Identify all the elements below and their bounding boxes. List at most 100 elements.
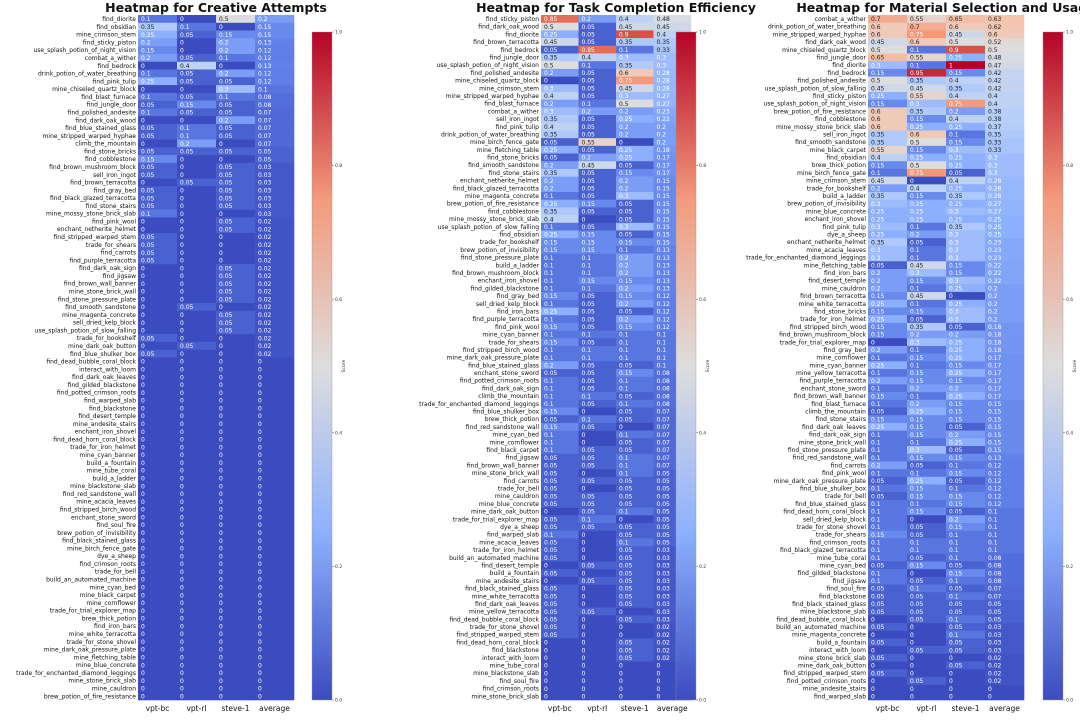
heatmap-cell (578, 576, 617, 585)
heatmap-cell (255, 474, 295, 483)
cell-value: 0.1 (871, 401, 881, 408)
heatmap-cell (907, 176, 947, 185)
heatmap-cell (946, 646, 986, 655)
cell-value: 0.08 (657, 386, 671, 393)
row-label: find_gilded_blackstone (798, 570, 867, 577)
heatmap-cell (616, 91, 654, 100)
heatmap-cell (216, 513, 256, 522)
heatmap-cell (616, 492, 654, 501)
heatmap-cell (868, 261, 908, 270)
heatmap-cell (907, 253, 947, 262)
cell-value: 0.03 (258, 211, 272, 218)
cell-value: 0.05 (544, 601, 558, 608)
cell-value: 0 (219, 678, 223, 685)
cell-value: 0.02 (258, 328, 272, 335)
heatmap-cell (138, 536, 178, 545)
row-label: find_stone_bricks (814, 308, 866, 315)
cell-value: 0 (219, 608, 223, 615)
heatmap-cell (541, 145, 579, 154)
heatmap-cell (216, 559, 256, 568)
heatmap-cell (653, 299, 692, 308)
heatmap-cell (541, 507, 579, 516)
heatmap-cell (541, 407, 579, 416)
heatmap-cell (653, 692, 692, 701)
cell-value: 0.03 (657, 563, 671, 570)
cell-value: 0 (258, 413, 262, 420)
cell-value: 0.35 (871, 132, 885, 139)
heatmap-cell (216, 108, 256, 117)
cell-value: 0.15 (141, 156, 155, 163)
heatmap-cell (868, 538, 908, 547)
row-label: find_black_glazed_terracotta (50, 195, 136, 202)
heatmap-cell (907, 507, 947, 516)
heatmap-cell (946, 599, 986, 608)
heatmap-cell (653, 53, 692, 62)
row-label: find_stripped_birch_wood (790, 324, 866, 331)
heatmap-cell (985, 199, 1025, 208)
row-label: find_stone_pressure_plate (788, 447, 866, 454)
heatmap-cell (255, 85, 295, 94)
cell-value: 0 (141, 491, 145, 498)
cell-value: 0.1 (258, 86, 268, 93)
heatmap-cell (255, 38, 295, 47)
cell-value: 0 (180, 475, 184, 482)
heatmap-cell (653, 315, 692, 324)
heatmap-cell (138, 100, 178, 109)
heatmap-cell (946, 176, 986, 185)
cell-value: 0 (582, 216, 586, 223)
cell-value: 0.2 (582, 16, 592, 23)
heatmap-cell (907, 107, 947, 116)
heatmap-cell (138, 178, 178, 187)
heatmap-cell (578, 268, 617, 277)
heatmap-cell (616, 115, 654, 124)
cell-value: 0.03 (258, 172, 272, 179)
heatmap-cell (946, 430, 986, 439)
cell-value: 0 (180, 312, 184, 319)
cell-value: 0.12 (988, 470, 1002, 477)
cell-value: 0.2 (544, 101, 554, 108)
heatmap-cell (255, 279, 295, 288)
heatmap-cell (946, 276, 986, 285)
cell-value: 0 (258, 491, 262, 498)
heatmap-cell (946, 538, 986, 547)
heatmap-cell (578, 322, 617, 331)
heatmap-cell (907, 623, 947, 632)
cell-value: 0.15 (988, 432, 1002, 439)
heatmap-cell (138, 85, 178, 94)
heatmap-cell (616, 538, 654, 547)
heatmap-cell (578, 168, 617, 177)
cell-value: 0 (180, 40, 184, 47)
heatmap-cell (541, 53, 579, 62)
heatmap-cell (177, 287, 217, 296)
row-label: find_crimson_roots (483, 686, 539, 693)
heatmap-cell (616, 684, 654, 693)
cell-value: 0.13 (657, 278, 671, 285)
heatmap-cell (946, 91, 986, 100)
cell-value: 0.1 (949, 555, 959, 562)
heatmap-cell (138, 264, 178, 273)
heatmap-cell (216, 279, 256, 288)
cell-value: 0.05 (910, 524, 924, 531)
heatmap-cell (578, 415, 617, 424)
heatmap-cell (985, 253, 1025, 262)
cell-value: 0.28 (988, 178, 1002, 185)
cell-value: 0.05 (141, 242, 155, 249)
heatmap-cell (216, 528, 256, 537)
heatmap-cell (868, 576, 908, 585)
cell-value: 0 (180, 522, 184, 529)
heatmap-cell (868, 238, 908, 247)
cell-value: 0.2 (949, 386, 959, 393)
cell-value: 0.15 (949, 409, 963, 416)
heatmap-cell (985, 515, 1025, 524)
heatmap-cell (177, 653, 217, 662)
cell-value: 0.2 (988, 301, 998, 308)
cell-value: 0.1 (619, 401, 629, 408)
cell-value: 0 (219, 577, 223, 584)
cell-value: 0 (219, 242, 223, 249)
row-label: find_warped_slab (84, 397, 136, 404)
cell-value: 0.25 (910, 216, 924, 223)
heatmap-cell (216, 131, 256, 140)
cell-value: 0.15 (657, 209, 671, 216)
heatmap-cell (255, 232, 295, 242)
heatmap-cell (138, 637, 178, 646)
